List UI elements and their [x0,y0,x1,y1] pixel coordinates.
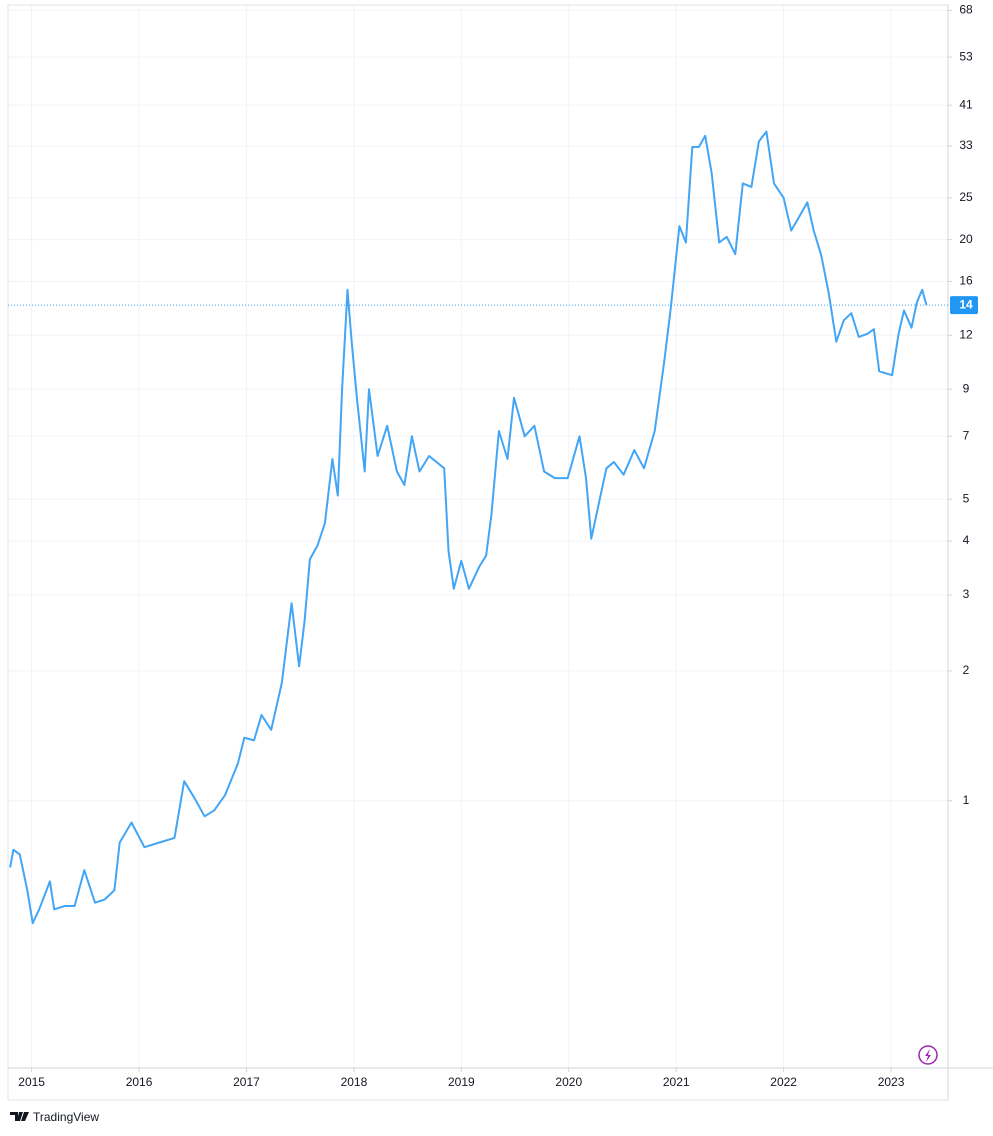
frame [7,4,949,1101]
price-line [9,130,928,925]
y-tick-label: 9 [963,381,970,395]
x-tick-label: 2015 [18,1075,45,1089]
y-tick-label: 16 [959,274,973,288]
y-tick-label: 25 [959,190,973,204]
y-tick-label: 20 [959,232,973,246]
y-tick-label: 1 [963,793,970,807]
x-tick-label: 2019 [448,1075,475,1089]
x-tick-label: 2021 [663,1075,690,1089]
logo-text: TradingView [33,1110,99,1124]
x-tick-label: 2017 [233,1075,260,1089]
y-tick-label: 2 [963,663,970,677]
logo: TradingView [10,1110,99,1124]
x-tick-label: 2022 [770,1075,797,1089]
y-tick-label: 4 [963,533,970,547]
x-tick-label: 2018 [341,1075,368,1089]
x-tick-label: 2016 [126,1075,153,1089]
y-tick-label: 41 [959,97,973,111]
x-tick-label: 2023 [878,1075,905,1089]
y-tick-label: 68 [959,3,973,17]
last-price-label: 14 [959,297,973,311]
y-tick-label: 53 [959,49,973,63]
y-tick-label: 12 [959,327,973,341]
y-tick-label: 3 [963,587,970,601]
y-tick-label: 5 [963,491,970,505]
lightning-button[interactable] [918,1045,938,1065]
grid [8,5,948,1068]
y-tick-label: 33 [959,138,973,152]
last-price-badge [950,296,978,315]
y-tick-label: 7 [963,428,970,442]
x-tick-label: 2020 [555,1075,582,1089]
